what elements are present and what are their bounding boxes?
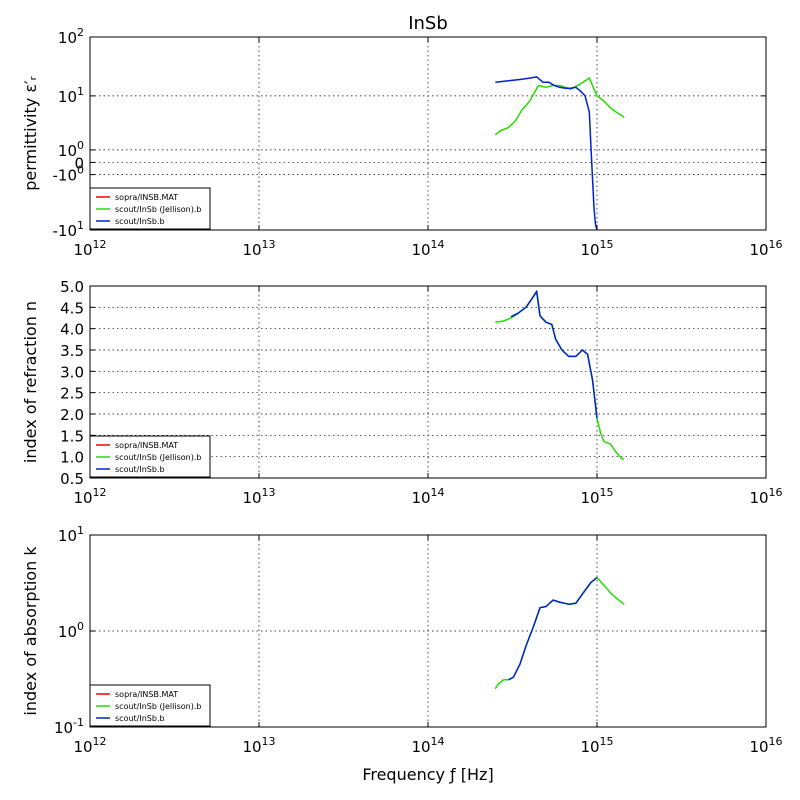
y-tick-label: 4.0: [60, 321, 84, 339]
x-tick-label: 1014: [411, 238, 444, 259]
y-tick-label: 1.5: [60, 427, 84, 445]
x-axis-label: Frequency ƒ [Hz]: [362, 765, 493, 784]
y-tick-label: 3.0: [60, 363, 84, 381]
x-tick-label: 1015: [580, 486, 613, 507]
legend: sopra/INSB.MAT scout/InSb (Jellison).b sco…: [89, 435, 211, 478]
y-tick-label: 1.0: [60, 449, 84, 467]
series-line-3: [495, 76, 598, 231]
series-line-3: [510, 290, 598, 419]
legend: sopra/INSB.MAT scout/InSb (Jellison).b sco…: [89, 684, 211, 727]
x-tick-label: 1013: [242, 238, 275, 259]
y-tick-label: -100: [53, 164, 85, 185]
legend-label: scout/InSb (Jellison).b: [115, 453, 201, 462]
chart-title: InSb: [408, 13, 448, 34]
legend-label: sopra/INSB.MAT: [115, 193, 178, 202]
legend-label: scout/InSb (Jellison).b: [115, 205, 201, 214]
y-tick-label: 101: [58, 524, 84, 545]
y-tick-label: 2.0: [60, 406, 84, 424]
x-tick-label: 1013: [242, 735, 275, 756]
y-tick-label: -101: [53, 219, 85, 240]
x-tick-label: 1012: [73, 238, 106, 259]
y-tick-label: 3.5: [60, 342, 84, 360]
legend-label: scout/InSb.b: [115, 217, 165, 226]
series-line-3: [508, 577, 598, 681]
x-tick-label: 1012: [73, 486, 106, 507]
y-tick-label: 100: [58, 139, 84, 160]
chart-panel-2: 1012 1013 1014 1015 1016 5.0 4.5 4.0 3.5 3.0 2.5 2.…: [21, 278, 783, 507]
y-tick-label: 10-1: [54, 716, 84, 737]
y-axis-label: permittivity ε′ᵣ: [21, 75, 40, 190]
legend-label: sopra/INSB.MAT: [115, 441, 178, 450]
x-tick-label: 1015: [580, 238, 613, 259]
chart-panel-3: 1012 1013 1014 1015 1016 101 100 10-1 index of a…: [21, 524, 783, 784]
y-tick-label: 0.5: [60, 470, 84, 488]
y-tick-label: 100: [58, 620, 84, 641]
legend-label: scout/InSb.b: [115, 465, 165, 474]
y-tick-label: 2.5: [60, 385, 84, 403]
legend-label: sopra/INSB.MAT: [115, 690, 178, 699]
legend-label: scout/InSb (Jellison).b: [115, 702, 201, 711]
x-tick-label: 1016: [749, 238, 782, 259]
x-tick-label: 1014: [411, 486, 444, 507]
y-tick-label: 102: [58, 26, 84, 47]
y-tick-label: 101: [58, 85, 84, 106]
legend: sopra/INSB.MAT scout/InSb (Jellison).b sco…: [89, 187, 211, 230]
y-tick-label: 0: [74, 154, 84, 172]
y-axis-label: index of absorption k: [21, 546, 40, 716]
legend-label: scout/InSb.b: [115, 714, 165, 723]
x-tick-label: 1013: [242, 486, 275, 507]
y-tick-label: 4.5: [60, 299, 84, 317]
x-tick-label: 1014: [411, 735, 444, 756]
x-tick-label: 1015: [580, 735, 613, 756]
y-tick-label: 5.0: [60, 278, 84, 296]
x-tick-label: 1012: [73, 735, 106, 756]
x-tick-label: 1016: [749, 735, 782, 756]
y-axis-label: index of refraction n: [21, 301, 40, 463]
x-tick-label: 1016: [749, 486, 782, 507]
